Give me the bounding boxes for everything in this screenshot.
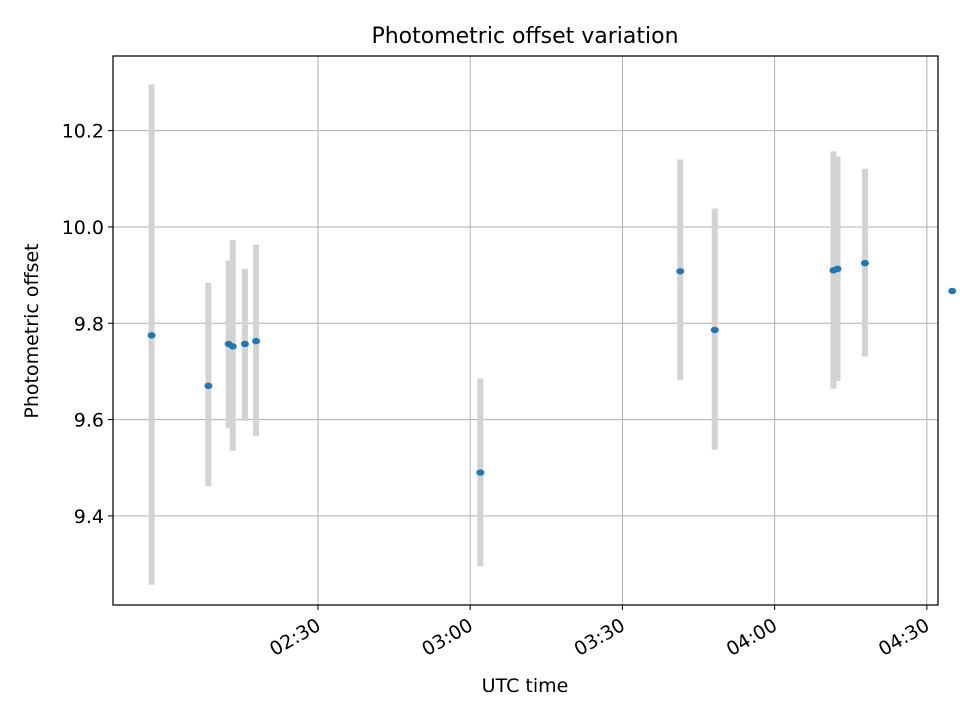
data-point bbox=[676, 268, 685, 275]
y-tick-label: 10.0 bbox=[62, 217, 104, 239]
data-point bbox=[228, 343, 237, 350]
x-axis-title: UTC time bbox=[482, 675, 569, 697]
y-tick-label: 9.6 bbox=[74, 410, 104, 432]
plot-frame bbox=[112, 55, 939, 606]
y-axis-title: Photometric offset bbox=[21, 243, 43, 418]
data-point bbox=[204, 382, 213, 390]
data-point bbox=[860, 259, 869, 267]
y-tick-label: 10.2 bbox=[62, 121, 104, 143]
y-tick-label: 9.8 bbox=[74, 313, 104, 335]
data-points bbox=[147, 259, 957, 476]
chart-title: Photometric offset variation bbox=[371, 24, 678, 49]
data-point bbox=[833, 265, 842, 273]
grid bbox=[113, 56, 938, 605]
data-point bbox=[948, 287, 957, 295]
data-point bbox=[476, 469, 485, 476]
data-point bbox=[240, 340, 249, 348]
data-point bbox=[710, 326, 719, 334]
y-tick-label: 9.4 bbox=[74, 506, 104, 528]
data-point bbox=[147, 332, 156, 339]
data-point bbox=[252, 337, 261, 345]
